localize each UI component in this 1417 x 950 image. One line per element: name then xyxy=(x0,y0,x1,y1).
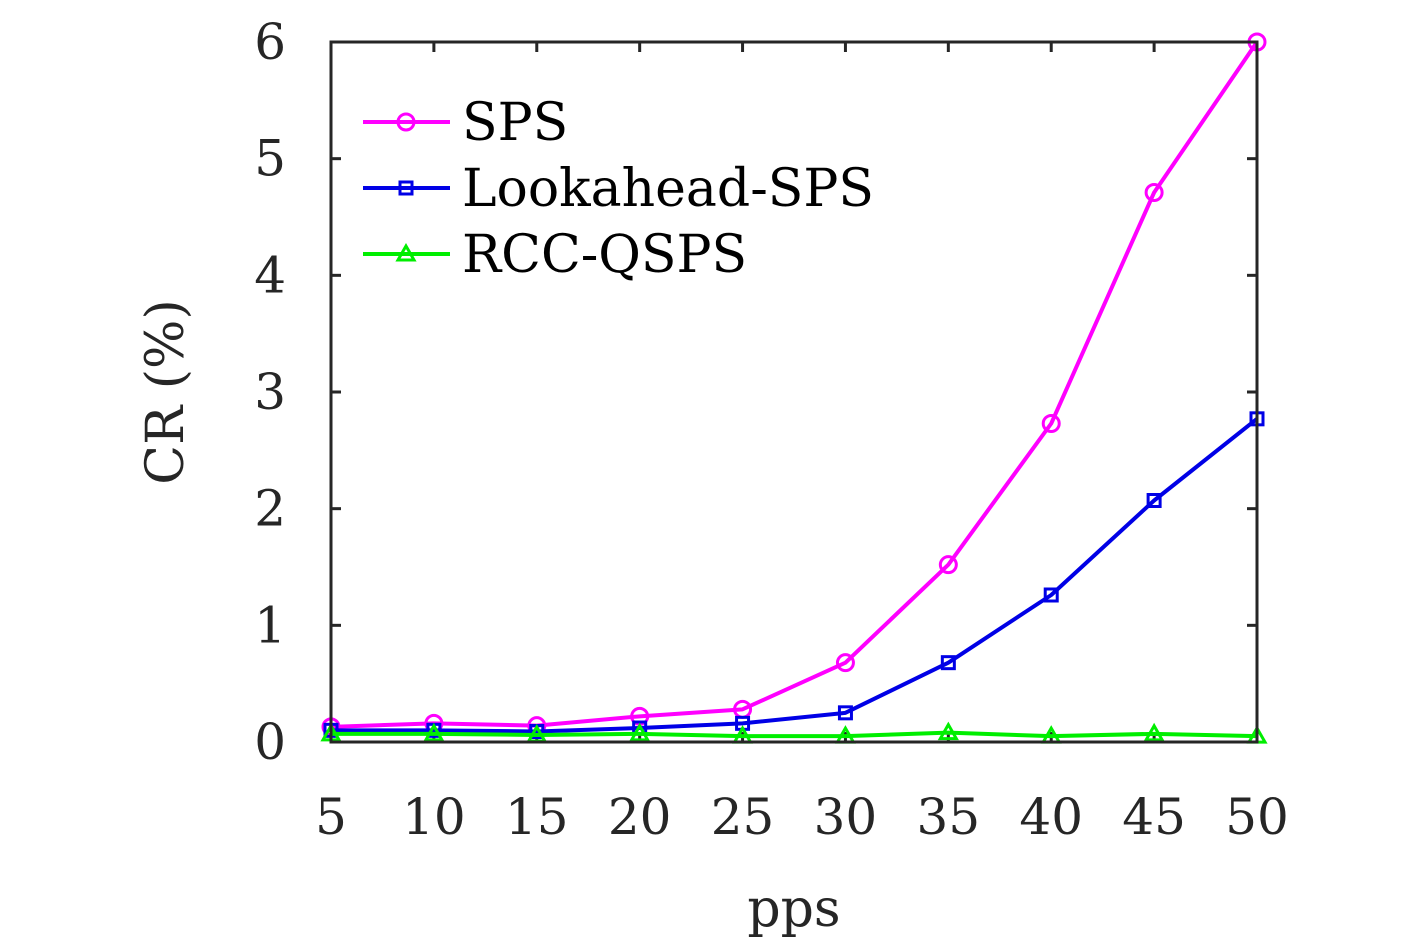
series-line xyxy=(331,730,1258,739)
x-tick-label: 35 xyxy=(917,788,981,846)
data-point-triangle xyxy=(937,721,959,741)
legend-marker-triangle xyxy=(395,242,417,262)
legend-label: SPS xyxy=(462,93,568,153)
data-point-circle xyxy=(835,653,855,673)
y-axis-label: CR (%) xyxy=(136,299,196,484)
y-tick-label: 2 xyxy=(254,480,286,538)
data-point-square xyxy=(1146,493,1162,508)
x-tick-label: 10 xyxy=(402,788,466,846)
legend-marker-square xyxy=(398,180,414,196)
data-point-circle xyxy=(938,555,958,575)
y-tick-label: 5 xyxy=(254,130,286,188)
legend-item: SPS xyxy=(363,93,568,153)
series-2 xyxy=(323,411,1265,739)
y-axis-ticks: 0 1 2 3 4 5 6 xyxy=(254,13,1257,771)
data-point-triangle xyxy=(1143,722,1165,742)
y-tick-label: 0 xyxy=(254,713,286,771)
legend-marker-circle xyxy=(396,112,416,132)
data-point-triangle xyxy=(629,722,651,742)
y-tick-label: 4 xyxy=(254,246,286,304)
data-point-square xyxy=(837,705,853,721)
y-tick-label: 6 xyxy=(254,13,286,71)
legend-label: RCC-QSPS xyxy=(462,225,747,285)
data-point-triangle xyxy=(423,722,445,742)
data-point-square xyxy=(1043,587,1059,603)
series-line xyxy=(331,417,1259,734)
y-tick-label: 1 xyxy=(254,596,286,654)
legend-item: RCC-QSPS xyxy=(363,225,747,285)
legend-item: Lookahead-SPS xyxy=(363,159,874,219)
x-tick-label: 25 xyxy=(711,788,775,846)
x-tick-label: 50 xyxy=(1225,788,1289,846)
x-axis-ticks: 5 10 15 20 25 30 35 40 45 50 xyxy=(315,42,1289,846)
plot-frame xyxy=(329,40,1259,744)
x-axis-label: pps xyxy=(747,879,840,939)
x-tick-label: 5 xyxy=(315,788,347,846)
series-line xyxy=(330,40,1259,729)
legend-label: Lookahead-SPS xyxy=(462,159,874,219)
y-tick-label: 3 xyxy=(254,363,286,421)
data-point-square xyxy=(940,655,956,671)
data-point-circle xyxy=(1041,414,1061,433)
x-tick-label: 20 xyxy=(608,788,672,846)
x-tick-label: 40 xyxy=(1019,788,1083,846)
x-tick-label: 30 xyxy=(814,788,878,846)
x-tick-label: 15 xyxy=(505,788,569,846)
x-tick-label: 45 xyxy=(1122,788,1186,846)
data-point-circle xyxy=(1144,183,1164,202)
